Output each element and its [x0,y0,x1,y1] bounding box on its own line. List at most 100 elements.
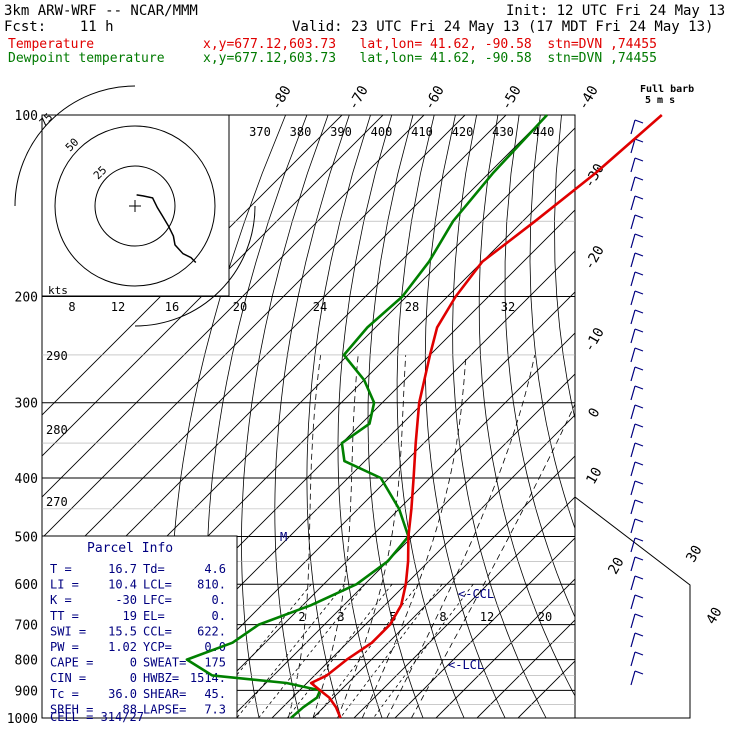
pressure-tick-label: 400 [15,472,38,487]
theta-e-tick-label: 420 [452,125,474,139]
theta-e-tick-label: 430 [492,125,514,139]
isotherm-tick-label: -10 [581,325,608,355]
isotherm-tick-label: -80 [268,83,295,113]
wind-barb-icon [634,176,644,181]
parcel-label: LAPSE= [143,702,186,716]
wind-barb-icon [634,366,644,371]
parcel-info-panel: Parcel Info T = 16.7 Td= 4.6 LI = 10.4 LCL= 810.… [41,535,238,724]
hodograph-ring [94,165,176,247]
parcel-label: LFC= [143,593,172,607]
parcel-label: HWBZ= [143,671,179,685]
pressure-tick-label: 300 [15,397,38,412]
dewpoint-profile-line [185,114,548,719]
wind-barb-icon [630,480,636,496]
isotherm-tick-label: 0 [585,405,603,420]
pressure-tick-label: 800 [15,654,38,669]
wind-barb-icon [634,309,644,314]
kts-tick-label: 12 [111,300,125,314]
forecast-hour: Fcst: 11 h [4,19,114,35]
mixing-ratio-tick-label: 12 [480,610,494,624]
wind-barb-icon [630,233,636,249]
theta-e-tick-label: 410 [411,125,433,139]
wind-barb-icon [634,271,644,276]
pressure-tick-label: 600 [15,578,38,593]
isotherm-tick-label: -70 [345,83,372,113]
moist-adiabat-line [337,354,407,718]
wind-barb-icon [634,499,644,504]
wind-barb-icon [634,233,644,238]
wind-barb-icon [630,594,636,610]
isotherm-tick-label: 10 [583,465,605,488]
dry-adiabat-line [646,115,740,718]
theta-e-tick-label: 370 [249,125,271,139]
temperature-legend-info: x,y=677.12,603.73 lat,lon= 41.62, -90.58… [203,37,657,52]
kts-tick-label: 28 [405,300,419,314]
wind-barb-icon [630,613,636,629]
mixing-ratio-tick-label: 20 [538,610,552,624]
wind-barb-icon [630,119,636,135]
parcel-value: 45. [204,687,226,701]
moist-adiabat-line [288,354,321,718]
parcel-value: 10.4 [108,578,137,592]
m-annotation: M [280,530,287,544]
temperature-legend-label: Temperature [8,37,95,52]
wind-barb-icon [630,556,636,572]
dry-adiabat-line [396,115,465,718]
wind-barb-icon [634,461,644,466]
wind-barb-icon [630,366,636,382]
wind-barb-icon [630,290,636,306]
parcel-value: 88 [123,702,137,716]
parcel-value: 810. [197,578,226,592]
parcel-value: 36.0 [108,687,137,701]
parcel-label: SWEAT= [143,656,186,670]
parcel-value: 7.3 [204,702,226,716]
wind-barb-icon [634,195,644,200]
theta-tick-label: 270 [46,495,68,509]
parcel-label: CIN = [50,671,86,685]
parcel-value: 0 [130,671,137,685]
isotherm-line [517,660,575,718]
wind-barb-icon [630,214,636,230]
wind-barb-icon [630,499,636,515]
mixing-ratio-tick-label: 3 [337,610,344,624]
hodograph-ring-outer [14,85,136,207]
wind-barb-icon [630,518,636,534]
dry-adiabat-line [504,115,575,619]
moist-adiabat-line [411,403,575,718]
dry-adiabat-line [602,115,740,718]
wind-barb-icon [634,575,644,580]
isotherm-tick-label: -50 [498,83,525,113]
ccl-annotation: <-CCL [458,587,494,601]
wind-barb-icon [634,347,644,352]
wind-barb-icon [634,385,644,390]
wind-barb-icon [630,651,636,667]
wind-barb-icon [634,670,644,675]
wind-barb-icon [634,518,644,523]
moist-adiabat-line [361,354,467,718]
kts-tick-label: 32 [501,300,515,314]
kts-tick-label: 24 [313,300,327,314]
parcel-label: CAPE = [50,656,93,670]
lcl-annotation: <-LCL [448,658,484,672]
parcel-label: Td= [143,562,165,576]
wind-barb-icon [630,575,636,591]
dry-adiabat-line [668,115,740,718]
pressure-tick-label: 100 [15,109,38,124]
theta-tick-label: 280 [46,423,68,437]
dry-adiabat-line [689,115,740,718]
parcel-value: 0. [212,593,226,607]
dewpoint-legend-info: x,y=677.12,603.73 lat,lon= 41.62, -90.58… [203,51,657,66]
wind-barb-icon [634,214,644,219]
wind-barb-icon [630,404,636,420]
wind-barb-icon [634,138,644,143]
wind-barb-icon [630,328,636,344]
wind-barb-icon [630,537,636,553]
isotherm-tick-label: -40 [575,83,602,113]
barb-column-frame [574,496,691,719]
dry-adiabat-line [731,115,740,718]
moist-adiabat-line [312,354,359,718]
moist-adiabat-line [386,354,536,718]
